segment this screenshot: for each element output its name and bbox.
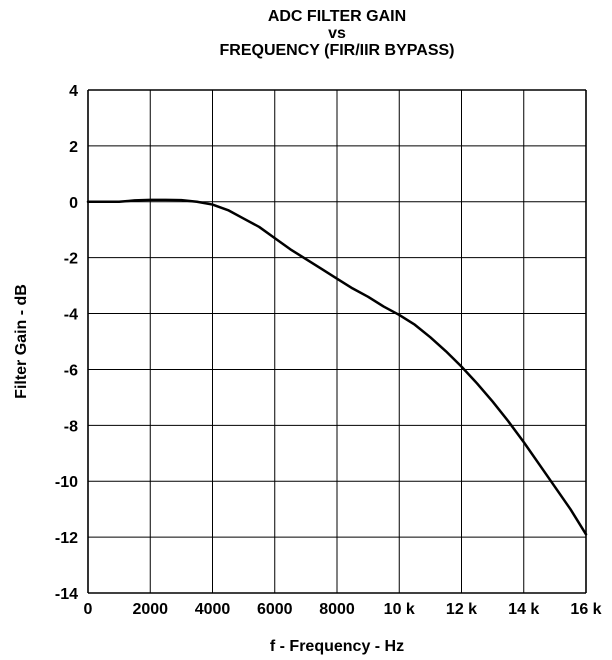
x-axis-label: f - Frequency - Hz <box>270 638 404 655</box>
x-tick-label: 10 k <box>384 601 415 618</box>
chart-title-line-3: FREQUENCY (FIR/IIR BYPASS) <box>219 42 455 59</box>
grid <box>87 89 587 594</box>
x-tick-label: 16 k <box>570 601 601 618</box>
x-tick-label: 8000 <box>319 601 355 618</box>
y-tick-label: -14 <box>55 586 78 603</box>
y-tick-label: -2 <box>64 251 78 268</box>
x-tick-label: 14 k <box>508 601 539 618</box>
x-tick-label: 6000 <box>257 601 293 618</box>
y-tick-label: 2 <box>69 139 78 156</box>
y-tick-labels: 4 2 0 -2 -4 -6 -8 -10 -12 -14 <box>55 83 78 603</box>
y-axis-label: Filter Gain - dB <box>13 284 30 399</box>
y-tick-label: -4 <box>64 307 78 324</box>
y-tick-label: -8 <box>64 418 78 435</box>
y-tick-label: -10 <box>55 474 78 491</box>
y-tick-label: -6 <box>64 362 78 379</box>
x-tick-label: 12 k <box>446 601 477 618</box>
y-tick-label: -12 <box>55 530 78 547</box>
y-tick-label: 4 <box>69 83 78 100</box>
chart-title-line-2: vs <box>328 25 346 42</box>
chart-title-line-1: ADC FILTER GAIN <box>267 8 407 25</box>
y-tick-label: 0 <box>69 195 78 212</box>
series-line <box>86 198 588 536</box>
x-tick-label: 0 <box>84 601 93 618</box>
x-tick-labels: 0 2000 4000 6000 8000 10 k 12 k 14 k 16 k <box>84 601 602 618</box>
x-tick-label: 2000 <box>132 601 168 618</box>
x-tick-label: 4000 <box>195 601 231 618</box>
